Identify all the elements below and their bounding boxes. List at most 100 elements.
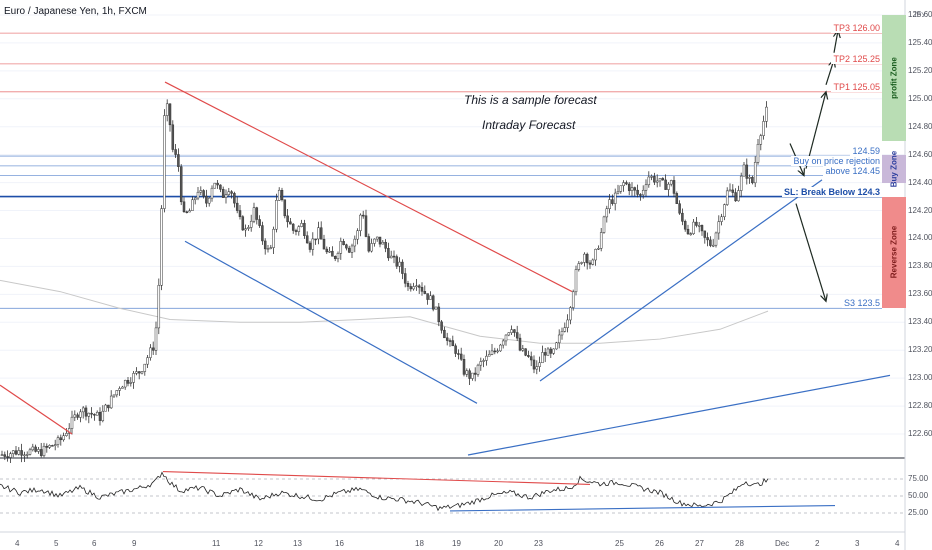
candle-body [669,180,673,185]
time-tick: 6 [92,539,97,548]
candle-body [42,445,46,456]
candle-body [56,437,60,445]
forecast-note-1: This is a sample forecast [464,93,597,107]
candle-body [143,363,147,372]
candle-body [216,182,219,186]
candle-body [431,295,435,310]
time-tick: 13 [293,539,302,548]
candle-body [171,124,175,150]
candle-body [93,413,96,416]
candle-body [378,236,382,245]
candle-body [434,306,438,310]
candle-body [443,329,446,339]
candle-body [510,329,513,333]
candle-body [650,176,653,178]
candle-body [751,176,754,184]
candle-body [714,232,718,246]
candle-body [532,359,536,370]
price-tick: 125.400 [908,37,932,47]
candle-body [339,241,343,254]
candle-body [34,446,37,452]
candle-body [193,197,197,201]
candle-body [174,149,177,155]
candle-body [28,449,32,455]
rsi-divergence-blue [449,504,836,512]
candle-body [695,221,698,226]
candle-body [135,371,138,374]
candle-body [6,456,9,458]
candle-body [14,450,18,455]
candle-body [118,388,121,391]
candle-body [199,190,203,193]
candle-body [485,355,488,361]
level-label-tp1: TP1 125.05 [831,81,882,92]
candle-body [667,183,670,190]
price-tick: 123.400 [908,317,932,327]
candle-body [468,370,471,379]
buy-zone-label: Buy Zone [889,150,899,187]
time-tick: 19 [452,539,461,548]
candle-body [98,411,102,421]
candle-body [384,241,387,249]
candle-body [188,210,191,213]
level-layer [0,32,882,309]
candle-body [20,450,23,456]
time-tick: Dec [775,539,790,548]
candle-body [633,187,637,191]
symbol-title: Euro / Japanese Yen, 1h, FXCM [4,6,147,17]
candle-body [403,273,407,284]
candle-body [149,347,152,358]
candle-body [759,135,763,145]
candle-body [247,227,250,229]
candle-body [689,233,693,235]
candle-body [619,185,623,192]
price-tick: 123.200 [908,345,932,355]
candle-body [748,176,751,179]
candle-body [241,216,245,231]
candle-body [552,348,555,354]
candle-body [261,225,264,242]
time-tick: 3 [855,539,860,548]
price-tick: 125.200 [908,65,932,75]
candle-body [238,210,242,217]
candle-body [345,244,348,249]
candle-body [476,364,480,375]
candle-body [252,207,256,222]
candle-body [546,348,550,356]
candle-body [207,197,211,204]
candle-body [577,263,581,270]
candle-body [555,342,558,350]
candle-body [31,446,35,451]
candle-body [370,243,373,252]
candle-body [0,454,4,456]
candle-body [499,344,502,352]
candle-body [275,200,278,230]
rsi-tick: 75.00 [908,474,929,483]
candle-body [289,221,292,225]
profit-zone-label: profit Zone [889,56,899,99]
candle-body [513,329,516,333]
candle-body [333,256,337,260]
candle-body [448,340,452,342]
forecast-arrow [834,30,838,53]
candle-body [389,255,393,259]
candle-body [328,250,331,253]
rsi-divergence-red [162,470,591,485]
candle-body [51,445,54,447]
price-tick: 124.800 [908,121,932,131]
candle-body [527,355,530,357]
trendline-long-term-support [467,374,891,456]
candle-body [518,337,522,351]
candle-body [756,143,760,163]
candle-body [294,230,298,232]
candle-body [129,382,133,384]
candle-body [163,115,166,209]
candle-body [356,230,359,240]
candle-body [588,262,592,265]
candle-body [213,182,217,189]
candle-body [560,331,564,336]
candle-body [423,291,427,294]
candle-body [303,223,306,236]
candle-body [367,236,371,252]
